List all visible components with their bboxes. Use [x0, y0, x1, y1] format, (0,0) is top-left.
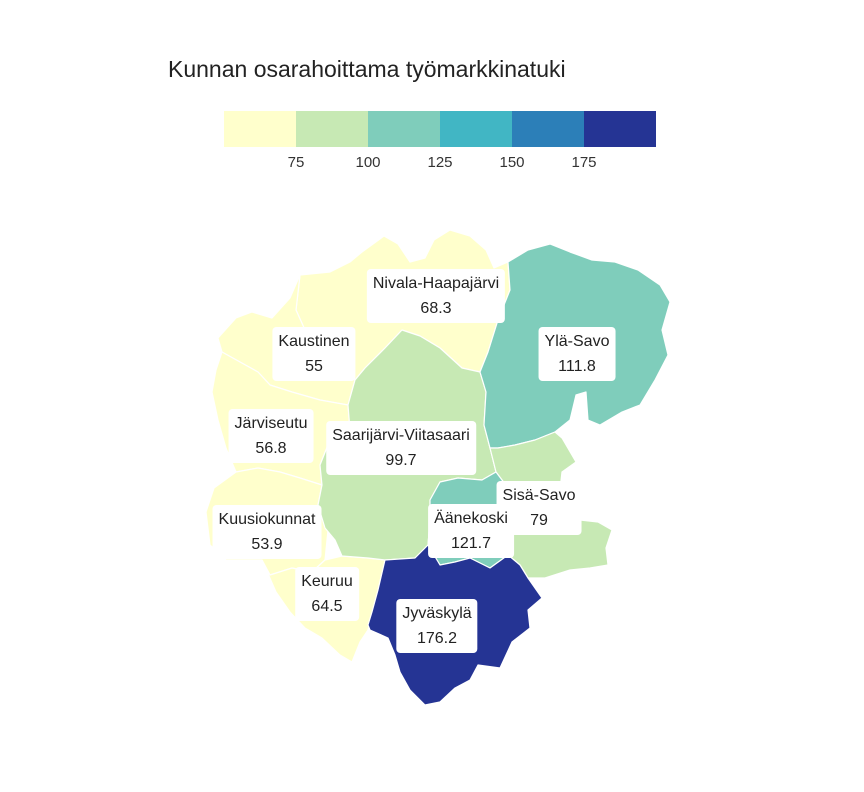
legend-swatch-3 — [368, 111, 440, 147]
legend-swatch-4 — [440, 111, 512, 147]
region-value: 55 — [305, 358, 323, 375]
region-value: 99.7 — [385, 452, 417, 469]
map-title: Kunnan osarahoittama työmarkkinatuki — [168, 56, 566, 82]
region-name: Ylä-Savo — [544, 333, 610, 350]
region-label: Järviseutu 56.8 — [228, 409, 314, 463]
region-label: Ylä-Savo 111.8 — [538, 327, 616, 381]
region-value: 53.9 — [251, 536, 283, 553]
region-value: 68.3 — [420, 300, 452, 317]
region-label: Jyväskylä 176.2 — [396, 599, 478, 653]
region-name: Järviseutu — [234, 415, 308, 432]
region-label: Kaustinen 55 — [272, 327, 356, 381]
region-name: Kaustinen — [278, 333, 350, 350]
region-value: 64.5 — [311, 598, 343, 615]
legend-tick: 75 — [287, 154, 305, 171]
region-value: 111.8 — [558, 358, 596, 375]
legend-swatch-2 — [296, 111, 368, 147]
legend-swatch-1 — [224, 111, 296, 147]
region-value: 56.8 — [255, 440, 287, 457]
region-label: Kuusiokunnat 53.9 — [212, 505, 322, 559]
legend-tick: 125 — [427, 154, 453, 171]
region-label: Nivala-Haapajärvi 68.3 — [366, 269, 506, 323]
legend-tick: 175 — [571, 154, 597, 171]
region-name: Sisä-Savo — [502, 487, 576, 504]
region-name: Nivala-Haapajärvi — [372, 275, 500, 292]
legend-swatch-6 — [584, 111, 656, 147]
region-name: Keuruu — [301, 573, 353, 590]
legend-ticks: 75 100 125 150 175 — [224, 154, 664, 176]
legend-swatch-5 — [512, 111, 584, 147]
region-value: 121.7 — [450, 535, 492, 552]
region-name: Saarijärvi-Viitasaari — [332, 427, 470, 444]
legend-tick: 100 — [355, 154, 381, 171]
region-name: Jyväskylä — [402, 605, 472, 622]
region-label: Saarijärvi-Viitasaari 99.7 — [326, 421, 476, 475]
region-label: Keuruu 64.5 — [295, 567, 359, 621]
legend-tick: 150 — [499, 154, 525, 171]
region-label: Äänekoski 121.7 — [428, 504, 514, 558]
region-name: Äänekoski — [434, 510, 508, 527]
region-name: Kuusiokunnat — [218, 511, 316, 528]
color-legend — [224, 111, 656, 147]
region-value: 176.2 — [416, 630, 458, 647]
region-value: 79 — [530, 512, 548, 529]
